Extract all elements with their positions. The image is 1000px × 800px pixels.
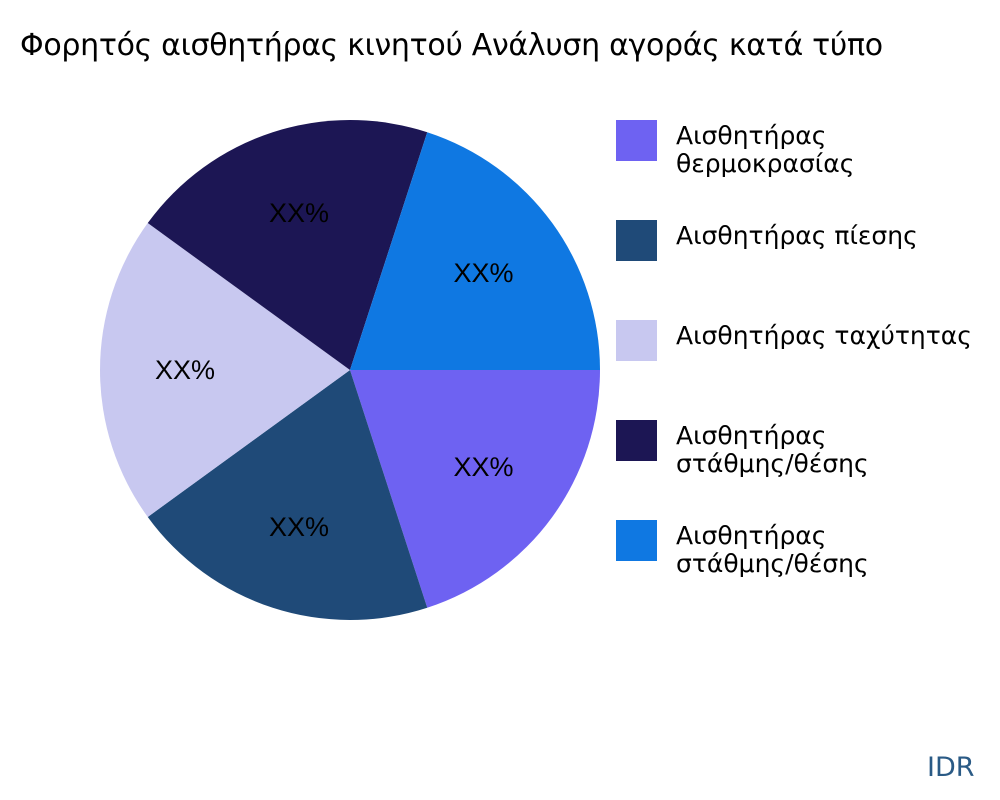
legend-swatch	[616, 520, 657, 561]
slice-data-label: XX%	[453, 452, 513, 482]
watermark-logo: IDR	[927, 752, 975, 783]
slice-data-label: XX%	[453, 258, 513, 288]
pie-slice[interactable]	[350, 132, 600, 370]
pie-slice[interactable]	[147, 120, 428, 370]
legend-label: Αισθητήρας θερμοκρασίας	[676, 121, 855, 178]
slice-data-label: XX%	[155, 355, 215, 385]
legend-label: Αισθητήρας στάθμης/θέσης	[676, 421, 869, 478]
legend-label: Αισθητήρας ταχύτητας	[676, 321, 972, 350]
legend-swatch	[616, 320, 657, 361]
slice-data-label: XX%	[269, 512, 329, 542]
pie-slice[interactable]	[147, 370, 428, 620]
legend-swatch	[616, 420, 657, 461]
legend-label: Αισθητήρας πίεσης	[676, 221, 918, 250]
legend-swatch	[616, 120, 657, 161]
pie-slice[interactable]	[100, 223, 350, 517]
legend-label: Αισθητήρας στάθμης/θέσης	[676, 521, 869, 578]
legend-swatch	[616, 220, 657, 261]
chart-title: Φορητός αισθητήρας κινητού Ανάλυση αγορά…	[20, 28, 883, 63]
pie-slice[interactable]	[350, 370, 600, 608]
slice-data-label: XX%	[269, 198, 329, 228]
